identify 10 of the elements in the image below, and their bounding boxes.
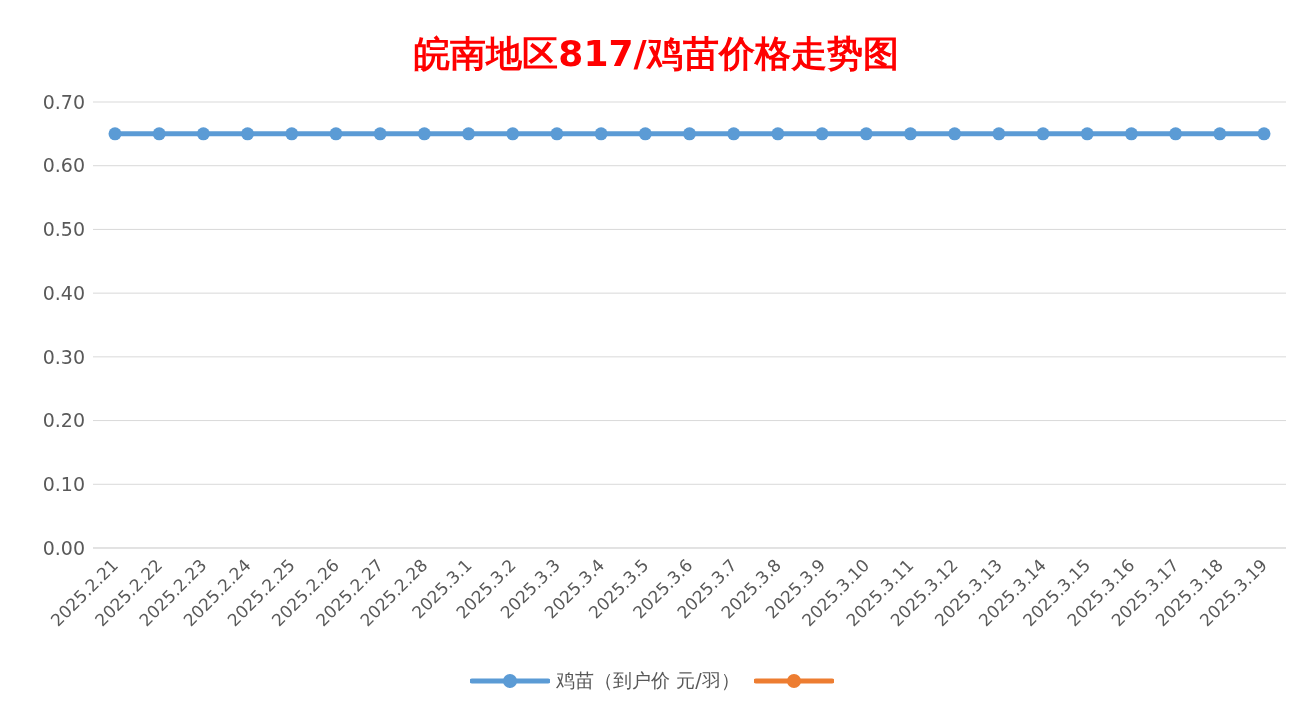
y-tick-label: 0.00 xyxy=(42,536,85,559)
y-tick-label: 0.60 xyxy=(42,154,85,177)
legend-label: 鸡苗（到户价 元/羽） xyxy=(556,668,740,693)
y-tick-label: 0.30 xyxy=(42,345,85,368)
y-tick-label: 0.10 xyxy=(42,473,85,496)
y-tick-label: 0.70 xyxy=(42,90,85,113)
chart-title: 皖南地区817/鸡苗价格走势图 xyxy=(413,32,900,74)
y-tick-label: 0.20 xyxy=(42,409,85,432)
y-tick-label: 0.50 xyxy=(42,218,85,241)
y-tick-label: 0.40 xyxy=(42,281,85,304)
